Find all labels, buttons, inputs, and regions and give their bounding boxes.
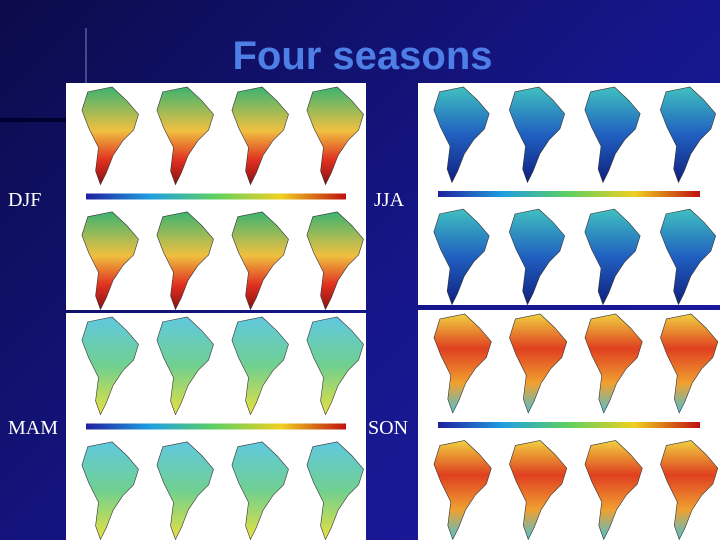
map [156,86,214,186]
map [509,208,566,306]
map [584,313,643,414]
map [509,86,566,184]
map [433,313,492,414]
season-label: SON [368,417,409,439]
colorbar [86,423,346,430]
map [584,208,641,306]
map [81,86,139,186]
map [306,211,364,311]
map [433,440,492,540]
map [660,86,717,184]
map [306,441,364,540]
map [231,441,289,540]
map [433,86,490,184]
map [156,211,214,311]
map [660,313,719,414]
map [156,316,214,416]
map [81,441,139,540]
map [433,208,490,306]
map [660,208,717,306]
map [81,211,139,311]
map [156,441,214,540]
map [584,86,641,184]
season-label: MAM [8,417,59,439]
map [231,316,289,416]
map [660,440,719,540]
season-label: JJA [374,189,405,211]
map [231,211,289,311]
season-label: DJF [8,189,42,211]
map [306,316,364,416]
colorbar [438,191,700,197]
colorbar [86,193,346,200]
map [584,440,643,540]
map [231,86,289,186]
map [509,313,568,414]
slide-title: Four seasons [232,34,493,78]
map [81,316,139,416]
map [509,440,568,540]
map [306,86,364,186]
colorbar [438,422,700,428]
